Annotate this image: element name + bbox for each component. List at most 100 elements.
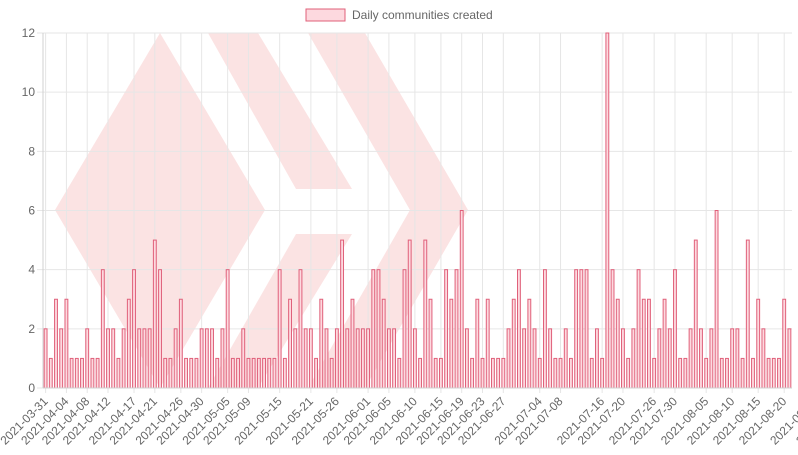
- bar: [147, 328, 152, 389]
- bar: [511, 298, 516, 389]
- bar: [298, 269, 303, 389]
- bar: [761, 328, 766, 389]
- bar: [236, 357, 240, 389]
- bar: [256, 357, 261, 389]
- bar: [766, 357, 771, 389]
- bar: [636, 269, 641, 389]
- bar: [350, 298, 355, 389]
- bar: [756, 298, 761, 389]
- bar: [132, 269, 136, 389]
- y-tick-label: 6: [28, 204, 35, 218]
- bar: [537, 357, 542, 389]
- bar: [751, 357, 755, 389]
- bar: [543, 269, 547, 389]
- bar: [199, 328, 204, 389]
- bar: [438, 357, 443, 389]
- bar: [725, 357, 729, 389]
- bar: [293, 328, 298, 389]
- bar: [600, 357, 605, 389]
- bar: [381, 298, 386, 389]
- y-tick-label: 2: [28, 322, 35, 336]
- bar: [579, 269, 584, 389]
- bar: [282, 357, 287, 389]
- bar: [787, 328, 792, 389]
- bar: [704, 357, 709, 389]
- bar: [262, 357, 266, 389]
- legend[interactable]: Daily communities created: [305, 8, 493, 22]
- bar: [485, 298, 490, 389]
- bar: [69, 357, 74, 389]
- bar: [407, 239, 412, 389]
- bar: [173, 328, 178, 389]
- bar: [574, 269, 579, 389]
- bar: [584, 269, 589, 389]
- bar: [324, 328, 329, 389]
- bar: [59, 328, 64, 389]
- y-tick-label: 4: [28, 263, 35, 277]
- bar: [626, 357, 631, 389]
- bar: [215, 357, 220, 389]
- bar: [771, 357, 776, 389]
- bar: [74, 357, 79, 389]
- bar: [459, 210, 464, 389]
- bar: [464, 328, 469, 389]
- bars: [43, 32, 792, 389]
- bar: [90, 357, 95, 389]
- bar: [532, 328, 537, 389]
- bar: [106, 328, 110, 389]
- bar: [137, 328, 142, 389]
- bar: [230, 357, 235, 389]
- y-tick-label: 8: [28, 144, 35, 158]
- bar: [777, 357, 781, 389]
- bar: [376, 269, 381, 389]
- bar: [641, 298, 646, 389]
- bar: [506, 328, 511, 389]
- bar: [303, 328, 308, 389]
- bar: [329, 357, 334, 389]
- bar: [610, 269, 615, 389]
- bar: [85, 328, 90, 389]
- bar: [522, 328, 527, 389]
- bar: [366, 328, 371, 389]
- bar: [246, 357, 251, 389]
- bar: [693, 239, 698, 389]
- bar: [683, 357, 688, 389]
- bar: [475, 298, 480, 389]
- bar: [652, 357, 657, 389]
- bar: [100, 269, 105, 389]
- bar: [558, 357, 563, 389]
- bar: [142, 328, 147, 389]
- bar: [449, 298, 454, 389]
- y-tick-label: 12: [22, 26, 36, 40]
- bar: [267, 357, 272, 389]
- bar: [80, 357, 84, 389]
- bar: [308, 328, 313, 389]
- bar: [553, 357, 558, 389]
- bar: [782, 298, 787, 389]
- legend-label[interactable]: Daily communities created: [352, 8, 493, 22]
- y-tick-label: 0: [28, 381, 35, 395]
- bar: [371, 269, 376, 389]
- bar: [152, 239, 157, 389]
- bar: [225, 269, 230, 389]
- y-tick-label: 10: [22, 85, 36, 99]
- legend-swatch[interactable]: [305, 8, 346, 22]
- bar: [454, 269, 459, 389]
- bar: [615, 298, 620, 389]
- bar: [631, 328, 636, 389]
- bar: [54, 298, 58, 389]
- bar: [204, 328, 209, 389]
- bar: [688, 328, 693, 389]
- bar: [314, 357, 319, 389]
- bar: [678, 357, 683, 389]
- bar: [163, 357, 168, 389]
- bar: [621, 328, 625, 389]
- bar: [517, 269, 521, 389]
- bar: [719, 357, 724, 389]
- bar: [730, 328, 735, 389]
- bar: [418, 357, 423, 389]
- bar: [158, 269, 162, 389]
- bar: [470, 357, 475, 389]
- bar: [714, 210, 719, 389]
- bar: [43, 328, 48, 389]
